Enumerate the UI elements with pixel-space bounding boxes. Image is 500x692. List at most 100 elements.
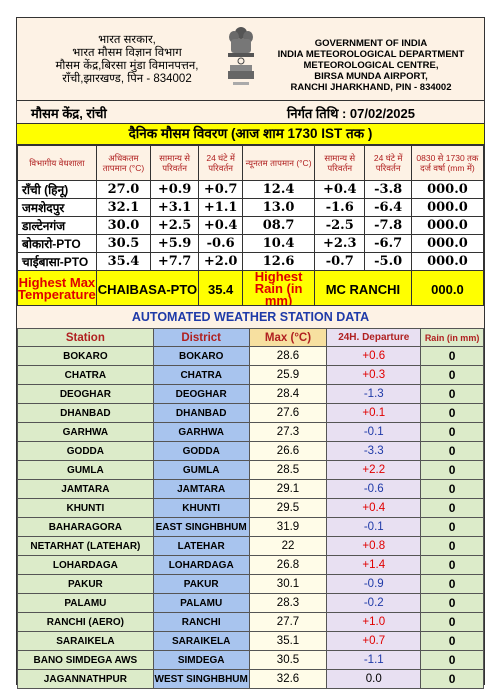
hindi-address: भारत सरकार, भारत मौसम विज्ञान विभाग मौसम… [45, 34, 209, 86]
rainfall: 000.0 [410, 252, 485, 271]
aws-max-temp: 26.6 [248, 441, 328, 461]
summary-col-header: न्यूनतम तापमान (°C) [242, 145, 315, 181]
aws-rainfall: 0 [420, 346, 484, 366]
max-temp: 32.1 [95, 198, 152, 217]
aws-row: JAGANNATHPUR WEST SINGHBHUM 32.6 0.0 0 [17, 669, 484, 689]
aws-district: LOHARDAGA [152, 555, 250, 575]
aws-max-temp: 28.3 [248, 593, 328, 613]
aws-max-temp: 27.7 [248, 612, 328, 632]
min-normal-departure: -0.7 [313, 252, 366, 271]
min-normal-departure: -2.5 [313, 216, 366, 235]
min-temp: 10.4 [242, 234, 315, 253]
aws-header-row: Station District Max (°C) 24H. Departure… [17, 328, 484, 347]
summary-col-header: सामान्य से परिवर्तन [150, 145, 200, 181]
aws-departure: -0.1 [326, 422, 422, 442]
aws-col-header: Max (°C) [248, 328, 328, 347]
summary-row: बोकारो-PTO 30.5 +5.9 -0.6 10.4 +2.3 -6.7… [17, 234, 485, 253]
aws-row: GUMLA GUMLA 28.5 +2.2 0 [17, 460, 484, 480]
aws-max-temp: 35.1 [248, 631, 328, 651]
aws-departure: +0.3 [326, 365, 422, 385]
max-normal-departure: +0.9 [150, 180, 200, 199]
issue-date: निर्गत तिथि : 07/02/2025 [287, 106, 415, 121]
aws-section-title: AUTOMATED WEATHER STATION DATA [17, 305, 484, 329]
summary-row: डाल्टेनगंज 30.0 +2.5 +0.4 08.7 -2.5 -7.8… [17, 216, 485, 235]
min-normal-departure: +0.4 [313, 180, 366, 199]
summary-row: चाईबासा-PTO 35.4 +7.7 +2.0 12.6 -0.7 -5.… [17, 252, 485, 271]
observatory-name: राँची (हिनू) [17, 180, 97, 199]
english-address-line: METEOROLOGICAL CENTRE, [303, 60, 439, 71]
aws-rainfall: 0 [420, 403, 484, 423]
summary-table: विभागीय वेधशाला अधिकतम तापमान (°C) सामान… [17, 145, 485, 308]
station-name: मौसम केंद्र, रांची [31, 106, 107, 121]
aws-row: DEOGHAR DEOGHAR 28.4 -1.3 0 [17, 384, 484, 404]
hindi-address-line: मौसम केंद्र,बिरसा मुंडा विमानपत्तन, [55, 60, 199, 72]
aws-district: KHUNTI [152, 498, 250, 518]
min-24h-change: -6.4 [364, 198, 412, 217]
max-24h-change: +1.1 [198, 198, 244, 217]
aws-station-name: GARHWA [17, 422, 154, 442]
aws-rainfall: 0 [420, 669, 484, 689]
min-normal-departure: -1.6 [313, 198, 366, 217]
min-24h-change: -3.8 [364, 180, 412, 199]
aws-row: RANCHI (AERO) RANCHI 27.7 +1.0 0 [17, 612, 484, 632]
aws-station-name: JAMTARA [17, 479, 154, 499]
aws-rainfall: 0 [420, 631, 484, 651]
observatory-name: चाईबासा-PTO [17, 252, 97, 271]
aws-rainfall: 0 [420, 650, 484, 670]
aws-district: JAMTARA [152, 479, 250, 499]
rainfall: 000.0 [410, 216, 485, 235]
aws-max-temp: 30.5 [248, 650, 328, 670]
aws-departure: +0.8 [326, 536, 422, 556]
aws-max-temp: 29.1 [248, 479, 328, 499]
aws-rainfall: 0 [420, 517, 484, 537]
aws-station-name: RANCHI (AERO) [17, 612, 154, 632]
summary-col-header: विभागीय वेधशाला [17, 145, 97, 181]
aws-station-name: PAKUR [17, 574, 154, 594]
highest-max-label: Highest Max Temperature [17, 270, 97, 308]
aws-max-temp: 31.9 [248, 517, 328, 537]
aws-district: LATEHAR [152, 536, 250, 556]
aws-station-name: GUMLA [17, 460, 154, 480]
highest-max-value: 35.4 [198, 270, 244, 308]
aws-district: SARAIKELA [152, 631, 250, 651]
report-frame: भारत सरकार, भारत मौसम विज्ञान विभाग मौसम… [16, 17, 485, 689]
aws-district: PAKUR [152, 574, 250, 594]
ashoka-emblem-icon [228, 27, 254, 85]
summary-col-header: 24 घंटे में परिवर्तन [364, 145, 412, 181]
max-24h-change: +2.0 [198, 252, 244, 271]
aws-col-header: 24H. Departure [326, 328, 422, 347]
aws-station-name: BAHARAGORA [17, 517, 154, 537]
observatory-name: बोकारो-PTO [17, 234, 97, 253]
aws-district: GARHWA [152, 422, 250, 442]
aws-rainfall: 0 [420, 574, 484, 594]
aws-max-temp: 27.6 [248, 403, 328, 423]
station-issue-row: मौसम केंद्र, रांची निर्गत तिथि : 07/02/2… [17, 101, 484, 124]
max-24h-change: -0.6 [198, 234, 244, 253]
aws-rainfall: 0 [420, 536, 484, 556]
aws-district: DEOGHAR [152, 384, 250, 404]
aws-row: PALAMU PALAMU 28.3 -0.2 0 [17, 593, 484, 613]
aws-rainfall: 0 [420, 593, 484, 613]
english-address-line: BIRSA MUNDA AIRPORT, [314, 71, 428, 82]
aws-station-name: JAGANNATHPUR [17, 669, 154, 689]
aws-row: PAKUR PAKUR 30.1 -0.9 0 [17, 574, 484, 594]
aws-row: JAMTARA JAMTARA 29.1 -0.6 0 [17, 479, 484, 499]
aws-district: RANCHI [152, 612, 250, 632]
min-temp: 13.0 [242, 198, 315, 217]
aws-max-temp: 30.1 [248, 574, 328, 594]
aws-row: CHATRA CHATRA 25.9 +0.3 0 [17, 365, 484, 385]
aws-rainfall: 0 [420, 612, 484, 632]
summary-col-header: 24 घंटे में परिवर्तन [198, 145, 244, 181]
aws-district: PALAMU [152, 593, 250, 613]
aws-rainfall: 0 [420, 441, 484, 461]
max-normal-departure: +7.7 [150, 252, 200, 271]
aws-district: CHATRA [152, 365, 250, 385]
aws-col-header: District [152, 328, 250, 347]
aws-station-name: GODDA [17, 441, 154, 461]
aws-departure: -0.1 [326, 517, 422, 537]
aws-row: KHUNTI KHUNTI 29.5 +0.4 0 [17, 498, 484, 518]
max-24h-change: +0.7 [198, 180, 244, 199]
aws-district: DHANBAD [152, 403, 250, 423]
rainfall: 000.0 [410, 180, 485, 199]
aws-departure: 0.0 [326, 669, 422, 689]
